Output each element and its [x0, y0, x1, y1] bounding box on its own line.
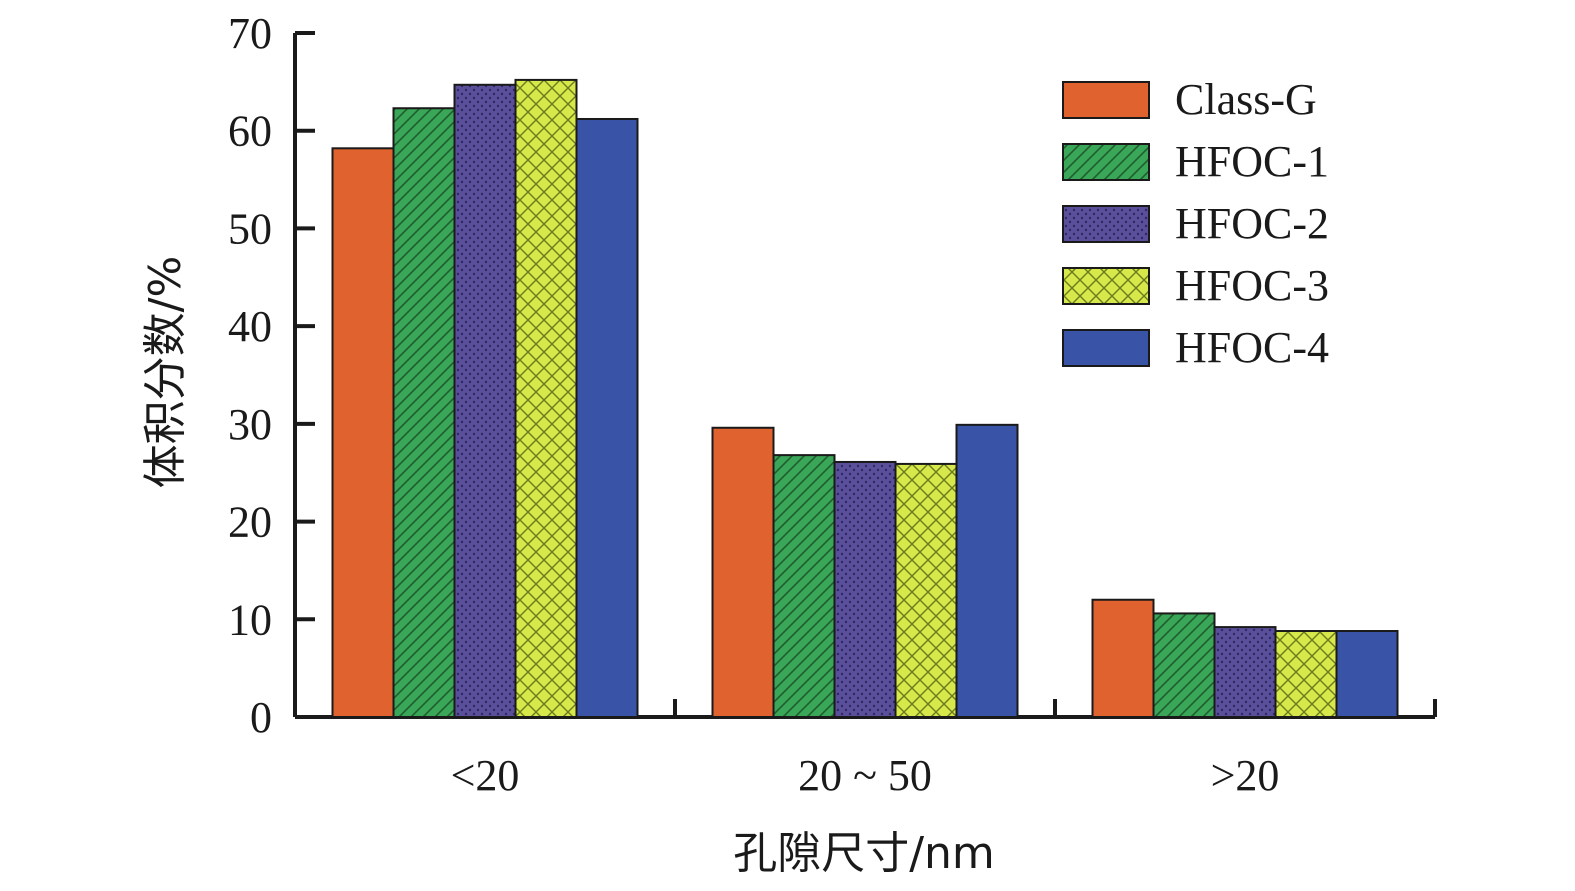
x-axis-title: 孔隙尺寸/nm: [733, 828, 995, 879]
bars: [331, 78, 1399, 719]
x-tick-label: >20: [1211, 751, 1280, 800]
bar-hfoc-1-1: [772, 454, 836, 718]
legend-swatch-hfoc-1: [1062, 143, 1150, 181]
legend-label: HFOC-1: [1175, 137, 1329, 186]
bar-hfoc-3-2: [1274, 630, 1338, 718]
y-axis-title: 体积分数/%: [140, 256, 191, 489]
bar-class-g-0: [331, 147, 395, 718]
legend-swatch-hfoc-2: [1062, 205, 1150, 243]
bar-hfoc-3-1: [894, 462, 958, 719]
legend-label: HFOC-4: [1175, 323, 1329, 372]
y-tick-label: 0: [250, 693, 272, 742]
y-tick-label: 10: [228, 595, 272, 644]
y-tick-label: 50: [228, 204, 272, 253]
bar-hfoc-3-0: [514, 78, 578, 719]
y-tick-label: 30: [228, 400, 272, 449]
legend-swatch-hfoc-4: [1062, 329, 1150, 367]
bar-hfoc-2-2: [1213, 626, 1277, 718]
x-tick-label: 20 ~ 50: [798, 751, 932, 800]
y-tick-label: 40: [228, 302, 272, 351]
y-tick-label: 60: [228, 107, 272, 156]
legend-label: HFOC-2: [1175, 199, 1329, 248]
bar-class-g-2: [1091, 598, 1155, 718]
bar-hfoc-4-1: [955, 423, 1019, 718]
x-tick-label: <20: [451, 751, 520, 800]
bar-hfoc-1-0: [392, 107, 456, 719]
legend-label: HFOC-3: [1175, 261, 1329, 310]
y-tick-label: 70: [228, 9, 272, 58]
bar-hfoc-2-1: [833, 460, 897, 719]
bar-hfoc-4-2: [1335, 630, 1399, 718]
legend-label: Class-G: [1175, 75, 1317, 124]
legend-swatch-hfoc-3: [1062, 267, 1150, 305]
bar-hfoc-2-0: [453, 83, 517, 718]
bar-class-g-1: [711, 426, 775, 718]
y-axis: 0 10 20 30 40 50 60 70: [228, 9, 315, 742]
legend: Class-G HFOC-1 HFOC-2 HFOC-3 HFOC-4: [1062, 75, 1329, 372]
bar-hfoc-1-2: [1152, 612, 1216, 718]
legend-swatch-class-g: [1062, 81, 1150, 119]
y-tick-label: 20: [228, 498, 272, 547]
bar-hfoc-4-0: [575, 117, 639, 718]
